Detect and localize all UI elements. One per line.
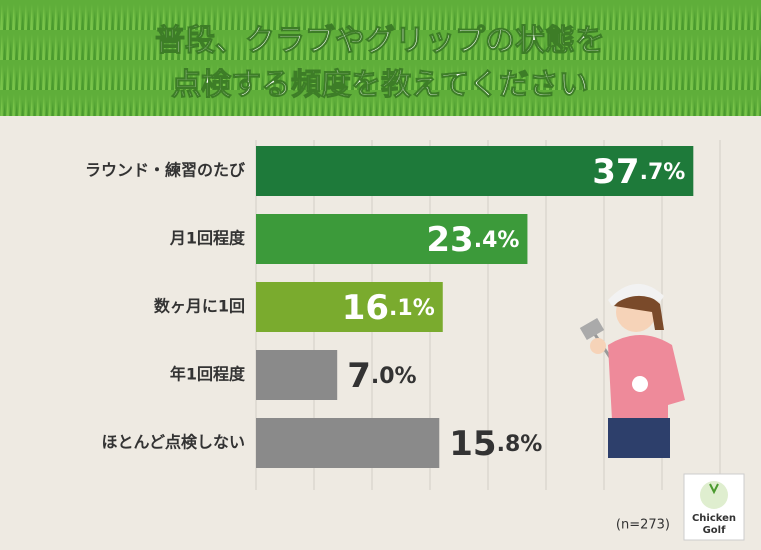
chart-title: 普段、クラブやグリップの状態を: [155, 24, 605, 59]
y-tick-label: 年1回程度: [170, 365, 246, 384]
bar: [256, 214, 528, 264]
y-tick-label: 月1回程度: [169, 229, 246, 248]
value-label: 16.1%: [342, 288, 435, 328]
bar: [256, 350, 338, 400]
y-tick-label: ラウンド・練習のたび: [85, 161, 246, 180]
header: [0, 0, 761, 116]
logo-text: Chicken: [692, 513, 736, 524]
y-tick-label: 数ヶ月に1回: [154, 297, 245, 316]
logo: Chicken Golf: [683, 473, 745, 541]
value-label: 7.0%: [347, 356, 416, 396]
logo-text: Golf: [703, 525, 727, 536]
value-label: 23.4%: [426, 220, 519, 260]
value-label: 15.8%: [449, 424, 542, 464]
bar: [256, 146, 694, 196]
bar: [256, 418, 440, 468]
bars: ラウンド・練習のたび 37.7% 月1回程度 23.4% 数ヶ月に1回 16.1% 年1回程…: [85, 146, 694, 468]
value-label: 37.7%: [592, 152, 685, 192]
illustration: [579, 283, 685, 458]
bar: [256, 282, 443, 332]
y-tick-label: ほとんど点検しない: [101, 433, 245, 452]
sample-note: (n=273): [616, 518, 670, 533]
chart-title: 点検する頻度を教えてください: [171, 68, 589, 103]
